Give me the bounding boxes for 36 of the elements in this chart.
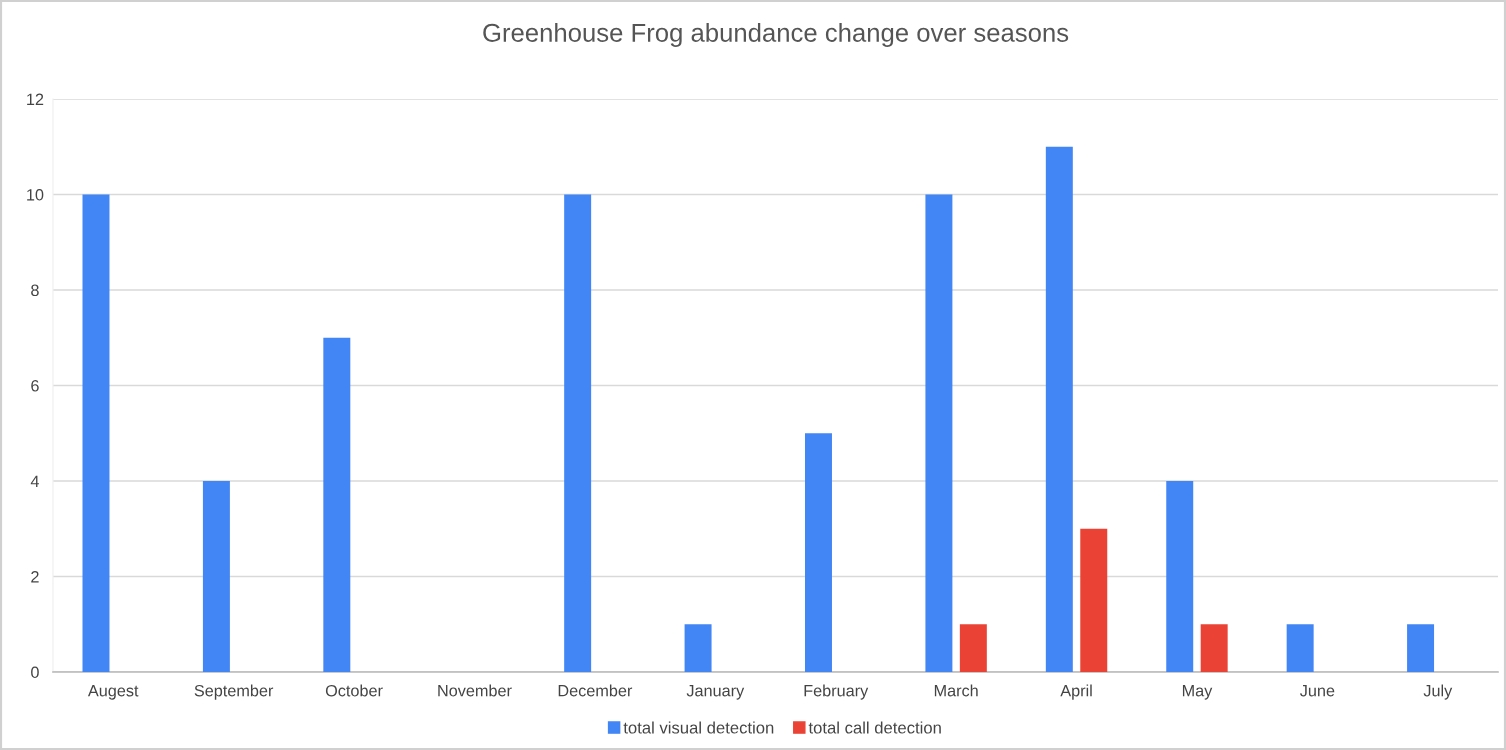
bar <box>323 337 351 672</box>
y-tick-label: 10 <box>27 189 44 201</box>
x-tick-label: June <box>1300 685 1335 697</box>
bar <box>684 624 712 672</box>
bar <box>564 194 592 672</box>
x-tick-label: October <box>325 684 383 697</box>
legend-label: total call detection <box>808 721 941 734</box>
bar <box>805 433 832 672</box>
x-tick-label: March <box>934 684 978 697</box>
y-tick-label: 2 <box>31 571 39 583</box>
bar <box>925 194 953 672</box>
bar <box>1286 624 1314 672</box>
x-tick-label: July <box>1423 684 1453 700</box>
chart-title: Greenhouse Frog abundance change over seasons <box>483 23 1069 47</box>
y-tick-label: 12 <box>27 93 44 105</box>
y-tick-label: 6 <box>31 380 39 392</box>
x-tick-label: May <box>1182 685 1213 700</box>
bar <box>1080 528 1108 672</box>
bar <box>1045 146 1073 672</box>
bar <box>1166 481 1194 672</box>
bar <box>1407 624 1435 672</box>
bar <box>959 624 987 672</box>
legend-label: total visual detection <box>623 721 774 734</box>
x-tick-label: November <box>438 684 512 697</box>
bar <box>202 481 230 672</box>
x-tick-label: Augest <box>87 685 139 700</box>
y-tick-label: 8 <box>31 284 39 297</box>
y-tick-label: 4 <box>30 475 39 487</box>
bar <box>82 194 110 672</box>
bar <box>1200 624 1228 672</box>
x-tick-label: December <box>558 684 633 697</box>
x-tick-label: January <box>686 685 745 700</box>
x-tick-label: February <box>804 684 869 700</box>
x-tick-label: April <box>1060 684 1092 700</box>
y-tick-label: 0 <box>31 666 39 679</box>
x-tick-label: September <box>194 684 274 700</box>
